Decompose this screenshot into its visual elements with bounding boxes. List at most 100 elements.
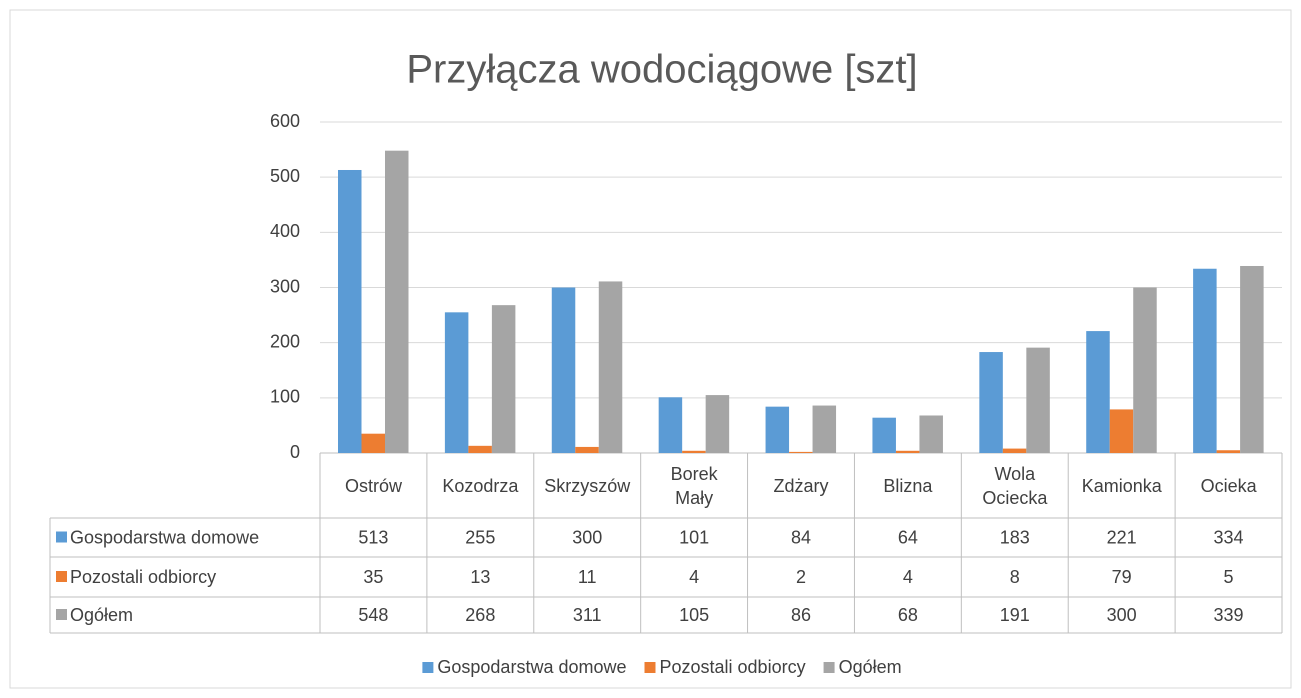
bar	[338, 169, 362, 453]
legend-label: Pozostali odbiorcy	[660, 657, 806, 677]
bar	[598, 281, 623, 453]
bar	[1240, 265, 1264, 453]
x-tick-label-cell: Borek Mały	[641, 453, 748, 518]
x-tick-label: Wola Ociecka	[982, 463, 1048, 508]
legend: Gospodarstwa domowe Pozostali odbiorcy Ogó…	[422, 657, 902, 677]
bar	[979, 352, 1003, 453]
table-row-label: Ogółem	[70, 605, 133, 625]
bar	[872, 417, 896, 453]
table-value: 300	[572, 527, 602, 547]
table-value: 4	[903, 567, 913, 587]
y-tick-label: 0	[290, 442, 300, 462]
x-tick-label-box: Skrzyszów	[534, 453, 641, 518]
chart-border	[9, 9, 1292, 689]
table-legend-key	[56, 531, 67, 543]
table-value: 101	[679, 527, 709, 547]
bar	[385, 150, 409, 454]
table-value: 300	[1107, 605, 1137, 625]
y-tick-label: 100	[270, 387, 300, 407]
bar	[1216, 450, 1241, 453]
bar	[919, 415, 943, 453]
bar	[551, 287, 576, 453]
x-tick-label: Borek Mały	[670, 463, 718, 508]
table-value: 5	[1224, 567, 1234, 587]
bar	[658, 397, 683, 453]
table-value: 13	[470, 567, 490, 587]
table-value: 334	[1214, 527, 1244, 547]
table-value: 8	[1010, 567, 1020, 587]
table-value: 86	[791, 605, 811, 625]
y-tick-label: 300	[270, 276, 300, 296]
table-legend-key	[56, 571, 67, 582]
bar	[789, 451, 813, 453]
table-value: 64	[898, 527, 918, 547]
bar	[812, 405, 837, 453]
table-value: 183	[1000, 527, 1030, 547]
table-value: 255	[465, 527, 495, 547]
x-tick-label: Ocieka	[1200, 475, 1257, 496]
x-tick-label-cell: Zdżary	[748, 453, 855, 518]
table-value: 68	[898, 605, 918, 625]
x-tick-label-box: Borek Mały	[641, 453, 748, 518]
x-tick-label-box: Wola Ociecka	[961, 453, 1068, 518]
bar	[361, 433, 385, 453]
x-tick-label: Zdżary	[773, 475, 829, 496]
x-tick-label-cell: Kozodrza	[427, 453, 534, 518]
table-value: 11	[578, 567, 597, 587]
bar	[1086, 331, 1110, 453]
table-value: 191	[1000, 605, 1030, 625]
x-tick-label: Ostrów	[344, 475, 402, 496]
table-value: 221	[1107, 527, 1137, 547]
bar	[444, 312, 469, 453]
bar	[1002, 448, 1027, 453]
y-tick-label: 400	[270, 221, 300, 241]
legend-key	[422, 662, 434, 673]
table-value: 4	[689, 567, 699, 587]
x-tick-label-cell: Ostrów	[320, 453, 427, 518]
table-value: 84	[791, 527, 811, 547]
table-row-label: Pozostali odbiorcy	[70, 567, 216, 587]
y-tick-label: 600	[270, 111, 300, 131]
bar	[895, 450, 920, 453]
legend-key	[644, 662, 656, 673]
table-value: 548	[358, 605, 388, 625]
x-tick-label: Blizna	[883, 475, 933, 496]
x-tick-label-box: Ostrów	[320, 453, 427, 518]
bar	[575, 446, 599, 453]
table-value: 339	[1214, 605, 1244, 625]
x-tick-label-box: Kamionka	[1068, 453, 1175, 518]
bar	[491, 305, 516, 453]
legend-key	[823, 662, 835, 673]
x-tick-label-box: Blizna	[883, 475, 933, 496]
bar	[765, 406, 790, 453]
x-tick-label-box: Kozodrza	[427, 453, 534, 518]
table-value: 311	[573, 605, 602, 625]
table-value: 2	[796, 567, 806, 587]
legend-label: Ogółem	[839, 657, 902, 677]
legend-label: Gospodarstwa domowe	[437, 657, 626, 677]
x-tick-label-box: Zdżary	[748, 453, 855, 518]
table-value: 35	[363, 567, 383, 587]
table-row-label: Gospodarstwa domowe	[70, 527, 259, 547]
x-tick-label-cell: Skrzyszów	[534, 453, 641, 518]
x-tick-label-cell: Wola Ociecka	[961, 453, 1068, 518]
bar	[1109, 409, 1134, 453]
y-tick-label: 500	[270, 166, 300, 186]
x-tick-label-cell: Kamionka	[1068, 453, 1175, 518]
bar	[468, 445, 492, 453]
table-value: 105	[679, 605, 709, 625]
bar	[1133, 287, 1157, 453]
x-tick-label: Kamionka	[1081, 475, 1162, 496]
chart-title: Przyłącza wodociągowe [szt]	[406, 48, 917, 92]
table-legend-key	[56, 609, 67, 620]
x-tick-label: Kozodrza	[442, 475, 519, 496]
table-value: 79	[1112, 567, 1132, 587]
bar	[1026, 347, 1050, 453]
x-tick-label-box: Ocieka	[1200, 475, 1257, 496]
bar	[682, 450, 706, 453]
bar	[1193, 268, 1217, 453]
y-tick-label: 200	[270, 331, 300, 351]
x-tick-label: Skrzyszów	[544, 475, 631, 496]
table-value: 513	[358, 527, 388, 547]
table-value: 268	[465, 605, 495, 625]
